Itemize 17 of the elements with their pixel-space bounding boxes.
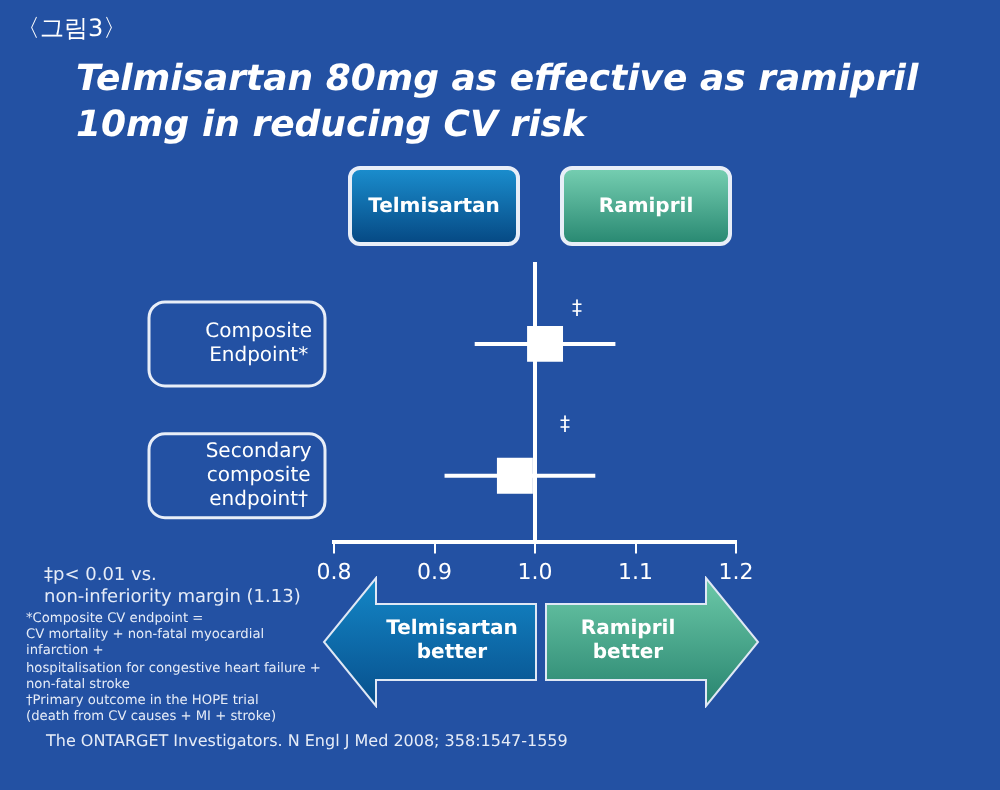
text: Ramipril bbox=[560, 166, 732, 246]
text: Ramipril better bbox=[578, 618, 678, 666]
annotation: ‡ bbox=[560, 414, 570, 436]
text: ‡p< 0.01 vs. non-inferiority margin (1.13) bbox=[44, 566, 301, 610]
x-tick-label: 1.2 bbox=[718, 558, 754, 585]
x-tick-label: 1.0 bbox=[517, 558, 553, 585]
y-tick-label: Composite Endpoint* bbox=[205, 321, 313, 368]
text: The ONTARGET Investigators. N Engl J Med 2008; 358:1547-1559 bbox=[46, 732, 568, 750]
text: Telmisartan better bbox=[384, 618, 520, 666]
x-tick-label: 1.1 bbox=[618, 558, 653, 585]
y-tick-label: Secondary composite endpoint† bbox=[205, 440, 312, 511]
x-tick-label: 0.9 bbox=[417, 558, 452, 585]
text: 〈그림3〉 bbox=[16, 12, 128, 46]
annotation: ‡ bbox=[572, 298, 582, 320]
chart-title: Telmisartan 80mg as effective as ramipril 10mg in reducing CV risk bbox=[76, 56, 921, 148]
text: Telmisartan bbox=[348, 166, 520, 246]
x-tick-label: 0.8 bbox=[316, 558, 352, 585]
